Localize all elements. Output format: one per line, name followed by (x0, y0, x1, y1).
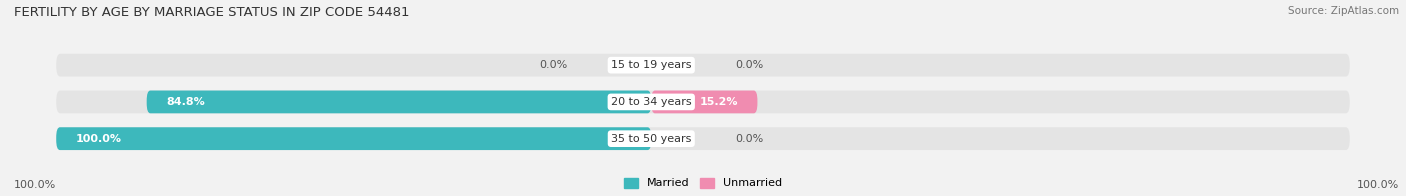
Text: 0.0%: 0.0% (735, 60, 763, 70)
Text: 20 to 34 years: 20 to 34 years (612, 97, 692, 107)
Text: 15 to 19 years: 15 to 19 years (612, 60, 692, 70)
Text: 100.0%: 100.0% (14, 180, 56, 190)
Text: 84.8%: 84.8% (166, 97, 205, 107)
FancyBboxPatch shape (56, 127, 651, 150)
Text: 100.0%: 100.0% (1357, 180, 1399, 190)
FancyBboxPatch shape (56, 91, 1350, 113)
Text: Source: ZipAtlas.com: Source: ZipAtlas.com (1288, 6, 1399, 16)
Text: FERTILITY BY AGE BY MARRIAGE STATUS IN ZIP CODE 54481: FERTILITY BY AGE BY MARRIAGE STATUS IN Z… (14, 6, 409, 19)
Text: 35 to 50 years: 35 to 50 years (612, 134, 692, 144)
FancyBboxPatch shape (146, 91, 651, 113)
FancyBboxPatch shape (651, 91, 758, 113)
Text: 0.0%: 0.0% (735, 134, 763, 144)
Text: 100.0%: 100.0% (76, 134, 122, 144)
FancyBboxPatch shape (56, 127, 1350, 150)
Legend: Married, Unmarried: Married, Unmarried (624, 178, 782, 189)
FancyBboxPatch shape (56, 54, 1350, 77)
Text: 15.2%: 15.2% (700, 97, 738, 107)
Text: 0.0%: 0.0% (538, 60, 567, 70)
